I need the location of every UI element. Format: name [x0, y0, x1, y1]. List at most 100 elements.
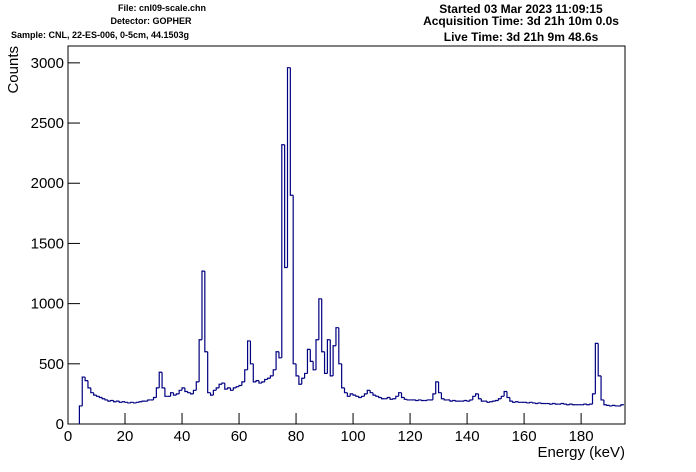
- histogram-bin: [323, 351, 328, 375]
- histogram-bin: [266, 377, 271, 380]
- y-tick-label: 3000: [31, 55, 64, 72]
- histogram-bin: [147, 399, 151, 402]
- y-tick-label: 0: [56, 416, 64, 433]
- histogram-bin: [78, 405, 83, 424]
- histogram-bin: [130, 401, 134, 403]
- histogram-bin: [87, 380, 91, 389]
- histogram-bin: [312, 361, 316, 371]
- histogram-bin: [113, 400, 117, 403]
- histogram-bin: [212, 389, 217, 396]
- histogram-bin: [118, 401, 123, 403]
- histogram-bin: [529, 401, 533, 403]
- histogram-bin: [418, 399, 422, 401]
- histogram-bin: [594, 342, 599, 394]
- histogram-bin: [361, 395, 365, 398]
- histogram-bin: [620, 404, 624, 406]
- histogram-bin: [341, 363, 345, 389]
- histogram-bin: [269, 375, 274, 379]
- histogram-bin: [526, 402, 530, 404]
- histogram-bin: [449, 399, 453, 402]
- x-tick-label: 60: [231, 428, 248, 445]
- histogram-bin: [289, 67, 294, 196]
- histogram-bin: [164, 387, 168, 397]
- histogram-bin: [392, 398, 396, 400]
- histogram-bin: [358, 396, 362, 399]
- x-axis-label: Energy (keV): [537, 444, 625, 461]
- histogram-bin: [204, 271, 208, 353]
- histogram-bin: [198, 339, 202, 382]
- histogram-bin: [281, 144, 285, 358]
- histogram-bin: [132, 402, 137, 404]
- histogram-bin: [215, 387, 220, 391]
- histogram-bin: [107, 399, 111, 402]
- histogram-bin: [93, 392, 97, 396]
- detector-label: Detector: GOPHER: [110, 16, 192, 26]
- histogram-bin: [554, 403, 559, 405]
- histogram-bin: [497, 398, 502, 401]
- histogram-bin: [170, 392, 174, 397]
- histogram-bin: [229, 387, 234, 391]
- histogram-bin: [369, 390, 374, 394]
- histogram-bin: [375, 395, 379, 397]
- histogram-bin: [609, 405, 613, 407]
- histogram-bin: [155, 387, 160, 398]
- histogram-bin: [209, 392, 214, 396]
- histogram-bin: [440, 392, 445, 400]
- histogram-bin: [238, 384, 242, 387]
- histogram-bin: [244, 369, 248, 382]
- histogram-bin: [84, 377, 88, 382]
- histogram-bin: [452, 399, 456, 402]
- histogram-bin: [286, 67, 291, 268]
- histogram-bin: [221, 382, 225, 385]
- histogram-bin: [466, 400, 470, 402]
- y-tick-label: 1000: [31, 296, 64, 313]
- histogram-bin: [309, 349, 314, 363]
- histogram-bin: [589, 403, 593, 405]
- histogram-bin: [532, 402, 536, 404]
- histogram-bin: [420, 399, 425, 402]
- histogram-bin: [540, 402, 545, 405]
- histogram-bin: [110, 399, 114, 402]
- x-tick-label: 100: [341, 428, 366, 445]
- histogram-bin: [184, 387, 188, 393]
- histogram-bin: [512, 401, 516, 403]
- x-tick-label: 180: [569, 428, 594, 445]
- histogram-bin: [443, 398, 448, 401]
- histogram-bin: [395, 395, 399, 399]
- histogram-bin: [284, 144, 288, 269]
- y-tick-label: 2500: [31, 115, 64, 132]
- histogram-bin: [597, 343, 602, 377]
- x-tick-label: 140: [455, 428, 480, 445]
- histogram-bin: [477, 393, 482, 400]
- file-label: File: cnl09-scale.chn: [118, 3, 206, 13]
- histogram-bin: [90, 387, 94, 394]
- histogram-bin: [489, 401, 493, 403]
- histogram-bin: [398, 392, 402, 397]
- histogram-bin: [161, 372, 165, 389]
- histogram-bin: [261, 381, 265, 384]
- histogram-bin: [329, 339, 334, 377]
- histogram-bin: [569, 403, 573, 405]
- histogram-bin: [101, 397, 106, 400]
- histogram-bin: [506, 391, 510, 399]
- histogram-bin: [386, 396, 391, 399]
- histogram-bin: [249, 340, 254, 365]
- histogram-bin: [352, 393, 356, 396]
- histogram-bin: [560, 402, 564, 405]
- histogram-bin: [475, 393, 479, 397]
- histogram-bin: [127, 402, 131, 404]
- histogram-bin: [363, 393, 368, 397]
- histogram-bin: [95, 395, 100, 397]
- histogram-bin: [278, 351, 282, 359]
- histogram-bin: [201, 270, 205, 340]
- histogram-bin: [264, 378, 268, 382]
- histogram-bin: [380, 397, 385, 400]
- histogram-bin: [566, 404, 570, 406]
- histogram-bin: [486, 401, 490, 403]
- histogram-bin: [318, 298, 322, 340]
- histogram-bin: [315, 339, 319, 370]
- histogram-bin: [255, 380, 259, 382]
- start-label: Started 03 Mar 2023 11:09:15: [439, 2, 603, 16]
- histogram-bin: [227, 387, 231, 390]
- histogram-bin: [272, 369, 277, 376]
